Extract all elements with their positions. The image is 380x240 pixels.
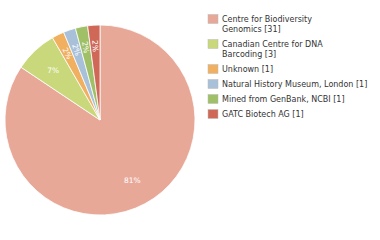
legend-item: Natural History Museum, London [1] [208,80,367,90]
pie-slice [5,25,195,215]
legend-swatch [208,110,218,119]
legend-swatch [208,80,218,89]
legend-label: GATC Biotech AG [1] [222,110,304,119]
legend-label-line: Centre for Biodiversity [222,15,312,24]
pie-slice [75,26,100,120]
legend-item: Unknown [1] [208,65,273,75]
legend-label: Centre for BiodiversityGenomics [31] [222,15,312,34]
pie-slice [88,25,100,120]
legend-label-line: GATC Biotech AG [1] [222,110,304,119]
legend-item: Mined from GenBank, NCBI [1] [208,95,345,105]
legend-swatch [208,65,218,74]
legend-swatch [208,15,218,24]
data-label: 2% [80,41,91,54]
legend-label: Unknown [1] [222,65,273,74]
legend-item: GATC Biotech AG [1] [208,110,304,120]
data-label: 7% [47,66,59,75]
legend-label-line: Canadian Centre for DNA [222,40,323,49]
legend-label-line: Unknown [1] [222,65,273,74]
legend-label: Canadian Centre for DNABarcoding [3] [222,40,323,59]
legend-label: Natural History Museum, London [1] [222,80,367,89]
data-label: 2% [90,40,100,52]
pie [5,25,195,215]
legend-label-line: Natural History Museum, London [1] [222,80,367,89]
legend-label-line: Genomics [31] [222,25,281,34]
legend: Centre for BiodiversityGenomics [31] Cana… [208,15,367,120]
legend-label-line: Mined from GenBank, NCBI [1] [222,95,345,104]
legend-label: Mined from GenBank, NCBI [1] [222,95,345,104]
data-labels: 81%7%2%2%2%2% [47,40,140,185]
legend-item: Canadian Centre for DNABarcoding [3] [208,40,323,60]
legend-label-line: Barcoding [3] [222,50,276,59]
legend-swatch [208,40,218,49]
data-label: 81% [124,176,141,185]
legend-item: Centre for BiodiversityGenomics [31] [208,15,312,35]
chart: 81%7%2%2%2%2%Centre for BiodiversityGeno… [0,0,380,240]
legend-swatch [208,95,218,104]
